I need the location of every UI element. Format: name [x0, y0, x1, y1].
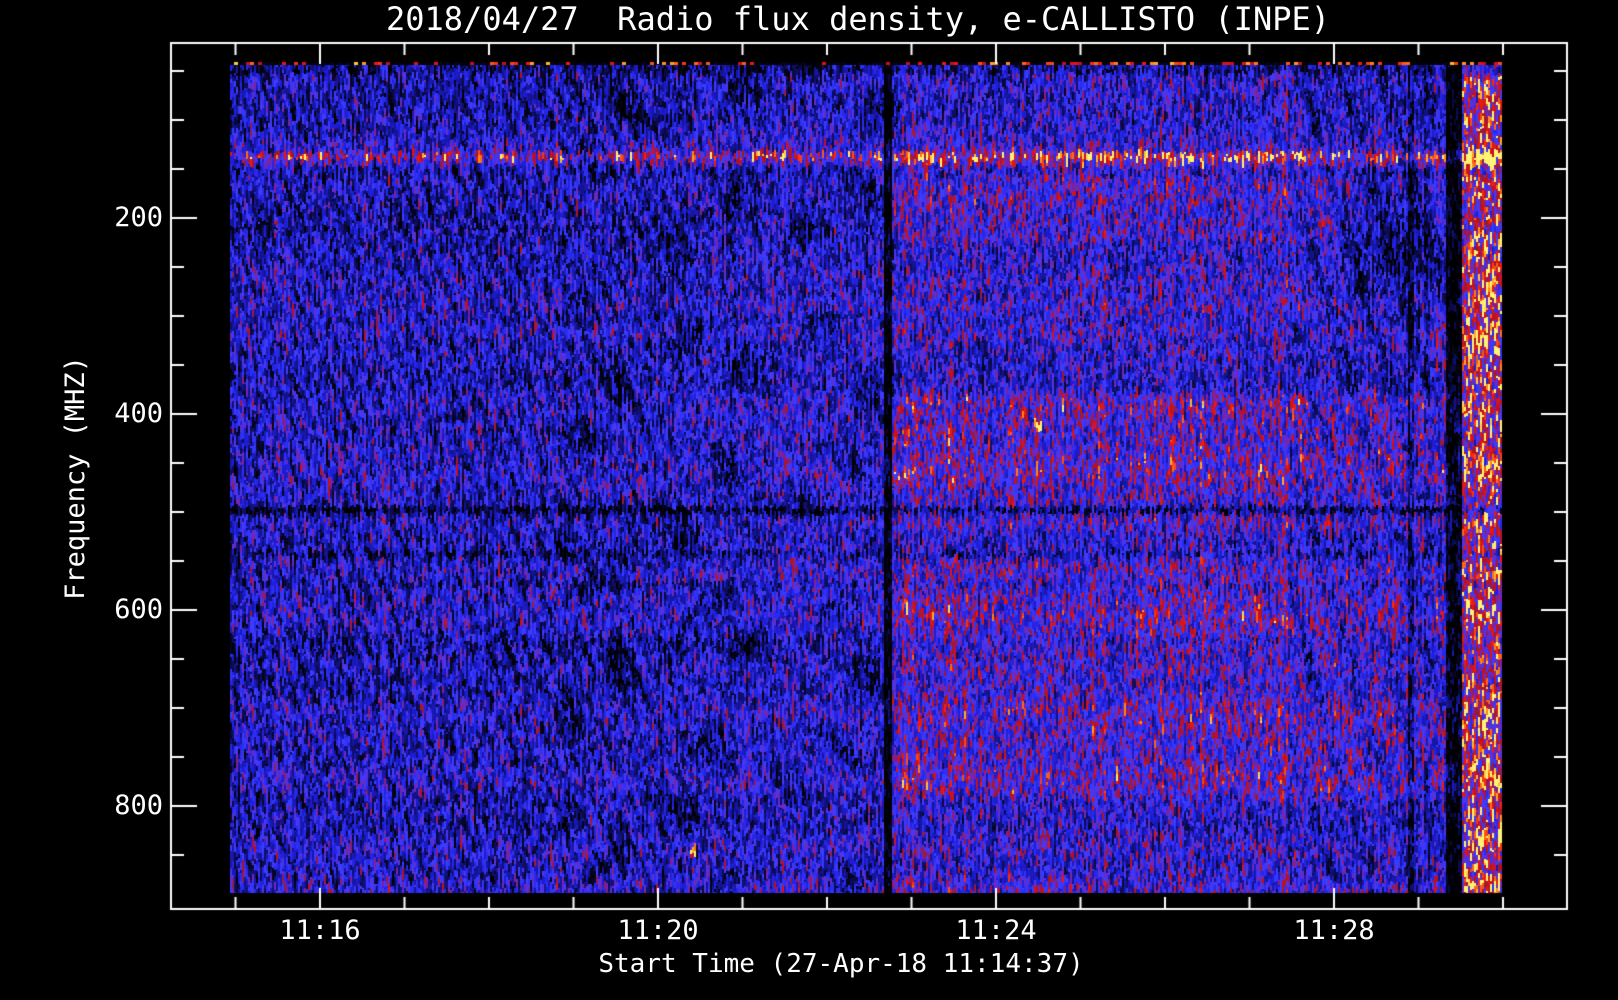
- x-tick-label: 11:28: [1293, 915, 1375, 946]
- x-tick-label: 11:20: [617, 915, 699, 946]
- plot-title: 2018/04/27 Radio flux density, e-CALLIST…: [385, 0, 1331, 38]
- x-axis-label: Start Time (27-Apr-18 11:14:37): [598, 949, 1084, 979]
- y-tick-label: 400: [114, 398, 163, 430]
- y-axis-label: Frequency (MHZ): [60, 356, 92, 600]
- y-tick-label: 600: [114, 594, 163, 626]
- y-tick-label: 800: [114, 790, 163, 822]
- y-tick-label: 200: [114, 202, 163, 234]
- x-tick-label: 11:16: [279, 915, 361, 946]
- x-tick-label: 11:24: [955, 915, 1037, 946]
